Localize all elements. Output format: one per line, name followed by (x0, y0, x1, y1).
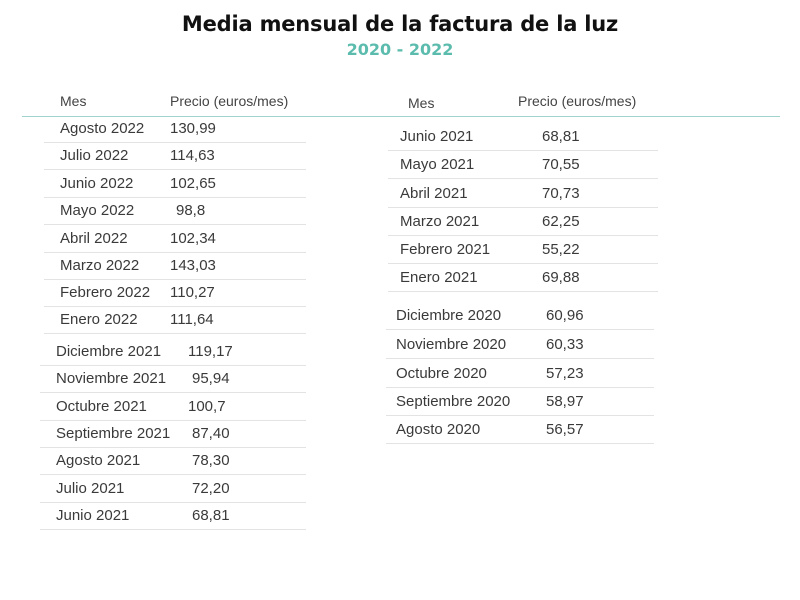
table-row: Noviembre 2020 60,33 (386, 332, 654, 359)
row-precio: 57,23 (546, 365, 584, 382)
row-mes: Febrero 2021 (400, 241, 491, 258)
row-precio: 102,65 (170, 175, 216, 192)
right-header-precio: Precio (euros/mes) (518, 93, 637, 109)
table-row: Marzo 2022 143,03 (44, 253, 306, 280)
row-precio: 111,64 (170, 311, 214, 328)
table-row: Septiembre 2021 87,40 (40, 421, 306, 448)
row-precio: 102,34 (170, 230, 216, 247)
header-divider (22, 116, 780, 117)
table-row: Agosto 2022 130,99 (44, 116, 306, 143)
row-mes: Noviembre 2020 (396, 336, 507, 353)
table-row: Marzo 2021 62,25 (388, 209, 658, 236)
row-precio: 58,97 (546, 393, 584, 410)
row-mes: Marzo 2021 (400, 213, 480, 230)
table-row: Noviembre 2021 95,94 (40, 366, 306, 393)
table-row: Mayo 2021 70,55 (388, 152, 658, 179)
row-precio: 143,03 (170, 257, 216, 274)
row-precio: 72,20 (192, 480, 230, 497)
row-mes: Octubre 2021 (56, 398, 147, 415)
row-precio: 55,22 (542, 241, 580, 258)
row-precio: 60,96 (546, 307, 584, 324)
row-mes: Junio 2021 (400, 128, 474, 145)
row-precio: 70,73 (542, 185, 580, 202)
row-mes: Agosto 2021 (56, 452, 141, 469)
row-mes: Mayo 2022 (60, 202, 135, 219)
row-precio: 62,25 (542, 213, 580, 230)
table-row: Octubre 2021 100,7 (40, 394, 306, 421)
row-mes: Abril 2022 (60, 230, 128, 247)
row-mes: Agosto 2022 (60, 120, 145, 137)
left-header-precio: Precio (euros/mes) (170, 93, 289, 109)
right-header-mes: Mes (408, 95, 435, 111)
table-row: Enero 2022 111,64 (44, 307, 306, 334)
table-row: Febrero 2021 55,22 (388, 237, 658, 264)
row-precio: 95,94 (192, 370, 230, 387)
row-mes: Junio 2021 (56, 507, 130, 524)
row-precio: 114,63 (170, 147, 215, 164)
row-precio: 56,57 (546, 421, 584, 438)
row-precio: 68,81 (192, 507, 230, 524)
page-subtitle: 2020 - 2022 (346, 40, 454, 59)
table-row: Diciembre 2021 119,17 (40, 339, 306, 366)
row-mes: Agosto 2020 (396, 421, 481, 438)
row-mes: Abril 2021 (400, 185, 468, 202)
row-precio: 100,7 (188, 398, 226, 415)
table-row: Febrero 2022 110,27 (44, 280, 306, 307)
row-precio: 78,30 (192, 452, 230, 469)
table-row: Junio 2021 68,81 (388, 124, 658, 151)
row-precio: 119,17 (188, 343, 233, 360)
row-mes: Septiembre 2021 (56, 425, 171, 442)
table-row: Agosto 2021 78,30 (40, 448, 306, 475)
row-precio: 87,40 (192, 425, 230, 442)
table-row: Junio 2022 102,65 (44, 171, 306, 198)
table-row: Junio 2021 68,81 (40, 503, 306, 530)
row-precio: 69,88 (542, 269, 580, 286)
row-mes: Diciembre 2020 (396, 307, 502, 324)
table-row: Mayo 2022 98,8 (44, 198, 306, 225)
table-row: Julio 2022 114,63 (44, 143, 306, 170)
table-row: Agosto 2020 56,57 (386, 417, 654, 444)
table-row: Enero 2021 69,88 (388, 265, 658, 292)
table-row: Abril 2022 102,34 (44, 226, 306, 253)
row-mes: Julio 2021 (56, 480, 125, 497)
table-row: Julio 2021 72,20 (40, 476, 306, 503)
row-precio: 60,33 (546, 336, 584, 353)
page-title: Media mensual de la factura de la luz (181, 12, 619, 36)
row-mes: Octubre 2020 (396, 365, 487, 382)
row-precio: 98,8 (176, 202, 206, 219)
row-precio: 70,55 (542, 156, 580, 173)
row-mes: Septiembre 2020 (396, 393, 511, 410)
row-precio: 110,27 (170, 284, 215, 301)
table-row: Octubre 2020 57,23 (386, 361, 654, 388)
row-precio: 130,99 (170, 120, 216, 137)
row-mes: Junio 2022 (60, 175, 134, 192)
row-mes: Febrero 2022 (60, 284, 151, 301)
row-mes: Enero 2021 (400, 269, 478, 286)
row-mes: Mayo 2021 (400, 156, 475, 173)
row-precio: 68,81 (542, 128, 580, 145)
table-row: Diciembre 2020 60,96 (386, 303, 654, 330)
row-mes: Marzo 2022 (60, 257, 140, 274)
row-mes: Julio 2022 (60, 147, 129, 164)
row-mes: Diciembre 2021 (56, 343, 162, 360)
table-row: Septiembre 2020 58,97 (386, 389, 654, 416)
row-mes: Enero 2022 (60, 311, 138, 328)
row-mes: Noviembre 2021 (56, 370, 167, 387)
table-row: Abril 2021 70,73 (388, 181, 658, 208)
left-header-mes: Mes (60, 93, 87, 109)
